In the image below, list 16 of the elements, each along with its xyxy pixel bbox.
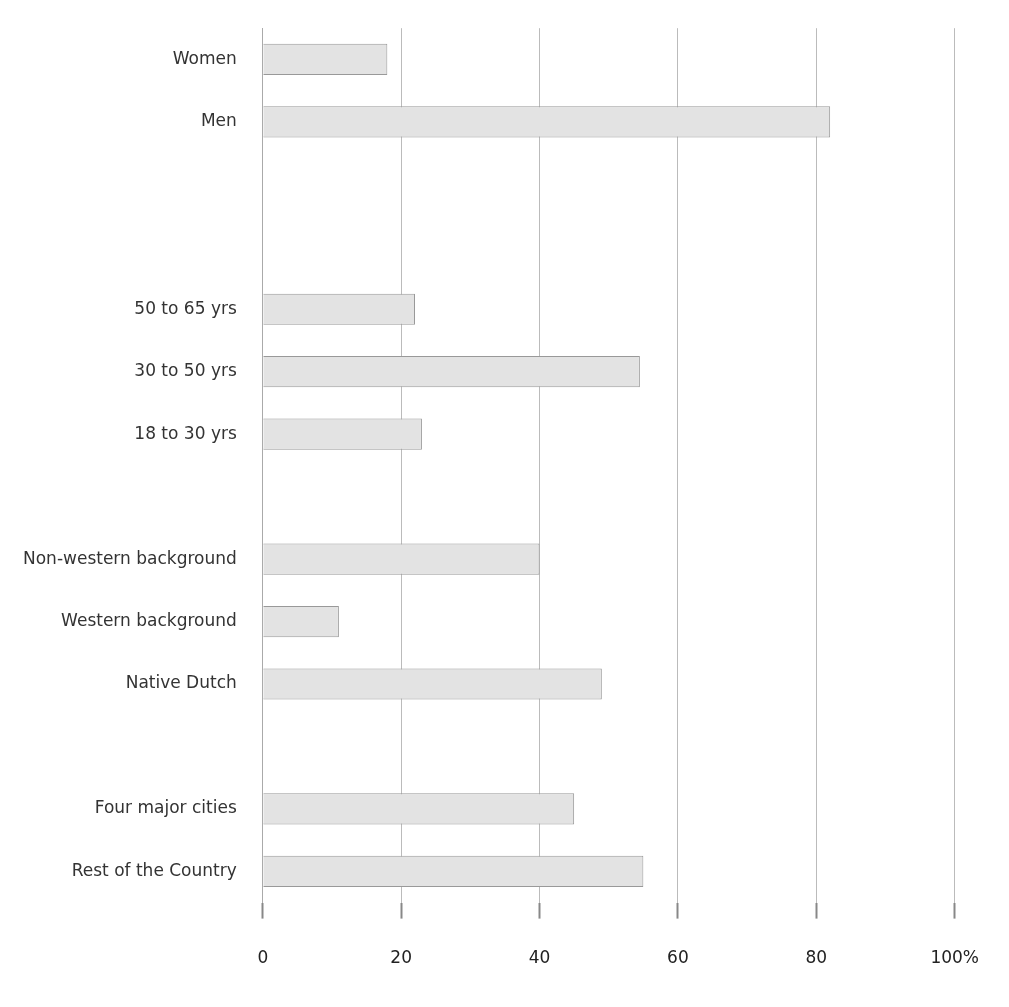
x-tick-label: 80 [805, 947, 828, 968]
x-tick-label: 60 [667, 947, 689, 968]
y-tick-label: 30 to 50 yrs [134, 360, 237, 381]
x-tick-label: 0 [257, 947, 269, 968]
x-tick-label: 20 [390, 947, 412, 968]
y-tick-label: Four major cities [94, 797, 237, 818]
y-tick-label: Rest of the Country [71, 859, 237, 880]
y-tick-label: Western background [61, 609, 237, 630]
x-tick-label: 100% [930, 947, 979, 968]
y-tick-label: Native Dutch [125, 672, 237, 693]
y-tick-label: Non-western background [22, 547, 237, 568]
y-tick-label: 18 to 30 yrs [134, 422, 237, 443]
y-tick-label: Men [200, 110, 237, 131]
y-tick-label: Women [172, 47, 237, 68]
x-tick-label: 40 [528, 947, 551, 968]
y-tick-label: 50 to 65 yrs [134, 297, 237, 318]
